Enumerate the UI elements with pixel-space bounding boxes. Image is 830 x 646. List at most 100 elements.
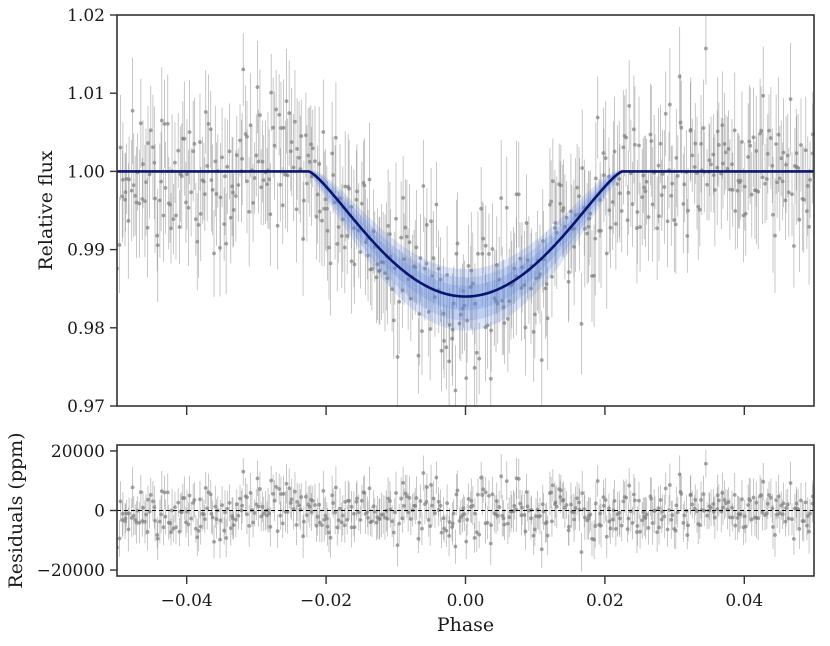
bottom-panel: −20000 0 20000 −0.04 −0.02 0.00 0.02 0.04 Resid… <box>5 432 815 636</box>
flux-point <box>222 187 227 261</box>
residual-point <box>630 506 635 540</box>
band-layer <box>117 170 814 321</box>
residual-point <box>549 476 553 509</box>
residual-point <box>627 468 632 503</box>
residual-point <box>255 460 260 496</box>
residual-point <box>285 490 290 534</box>
residual-point <box>751 478 756 517</box>
flux-point <box>192 97 197 190</box>
flux-point <box>127 136 131 223</box>
residual-point <box>451 499 456 528</box>
residual-point <box>327 512 331 553</box>
flux-point <box>632 86 637 204</box>
residual-point <box>366 500 370 536</box>
flux-point <box>299 99 304 173</box>
residual-point <box>400 503 405 533</box>
flux-point <box>347 139 352 238</box>
residual-point <box>740 480 744 519</box>
residual-point <box>545 515 550 556</box>
residual-point <box>497 490 502 524</box>
residual-point <box>202 505 207 534</box>
residual-point <box>333 466 338 509</box>
residual-point <box>145 513 150 551</box>
residual-point <box>603 478 608 522</box>
flux-point <box>575 144 579 232</box>
flux-point <box>801 146 806 253</box>
flux-point <box>601 107 606 199</box>
residual-point <box>281 475 286 513</box>
flux-point <box>572 188 577 306</box>
flux-point <box>231 173 236 246</box>
residual-point <box>328 517 333 558</box>
flux-point <box>240 112 245 206</box>
flux-point <box>579 273 584 375</box>
flux-point <box>561 159 566 257</box>
flux-point <box>287 60 292 166</box>
residual-point <box>146 485 150 514</box>
flux-point <box>203 70 208 154</box>
flux-point <box>538 224 542 324</box>
flux-point <box>712 133 717 247</box>
residual-point <box>580 470 585 516</box>
y-tick-label: 1.01 <box>67 84 105 104</box>
flux-point <box>686 168 690 253</box>
flux-point <box>786 148 791 237</box>
residual-point <box>593 482 598 525</box>
flux-point <box>256 109 261 214</box>
flux-point <box>441 258 446 370</box>
residual-point <box>575 481 579 515</box>
residual-point <box>401 466 406 499</box>
flux-point <box>727 139 732 240</box>
flux-point <box>120 150 125 243</box>
flux-point <box>502 282 507 364</box>
residual-point <box>441 497 446 540</box>
flux-point <box>558 144 563 226</box>
residual-point <box>617 499 622 538</box>
residual-point <box>808 499 812 529</box>
flux-point <box>617 144 622 243</box>
flux-point <box>672 168 677 272</box>
x-tick-label: 0.04 <box>725 591 763 611</box>
flux-point <box>193 182 198 256</box>
residual-point <box>238 484 242 513</box>
residual-point <box>735 495 740 540</box>
flux-point <box>470 232 475 335</box>
residual-point <box>428 506 433 546</box>
residual-point <box>223 490 227 535</box>
residual-point <box>354 483 359 521</box>
residual-point <box>588 497 593 531</box>
flux-point <box>477 322 482 395</box>
flux-point <box>625 185 630 256</box>
residual-point <box>261 496 266 531</box>
flux-point <box>483 205 488 287</box>
flux-point <box>711 114 716 195</box>
residual-point <box>462 496 467 532</box>
residual-point <box>421 455 426 491</box>
flux-point <box>352 224 357 304</box>
residual-data-points <box>117 449 814 572</box>
residual-point <box>733 510 738 541</box>
flux-point <box>208 90 213 168</box>
residual-point <box>231 511 236 539</box>
residual-point <box>407 475 412 520</box>
residual-point <box>196 510 201 552</box>
flux-point <box>416 317 421 394</box>
residual-point <box>349 507 354 548</box>
residual-point <box>538 497 542 535</box>
residual-point <box>702 495 707 527</box>
flux-point <box>163 142 168 234</box>
model-line <box>117 170 814 298</box>
residual-point <box>674 486 679 525</box>
residual-point <box>608 513 613 544</box>
flux-point <box>403 179 408 276</box>
flux-point <box>562 173 567 280</box>
residual-point <box>269 465 274 496</box>
flux-point <box>626 150 631 235</box>
residual-point <box>655 512 660 552</box>
residual-point <box>444 514 449 547</box>
flux-point <box>406 228 411 331</box>
flux-point <box>407 184 412 301</box>
residual-point <box>767 481 771 509</box>
flux-point <box>144 128 148 236</box>
residual-point <box>613 511 618 547</box>
